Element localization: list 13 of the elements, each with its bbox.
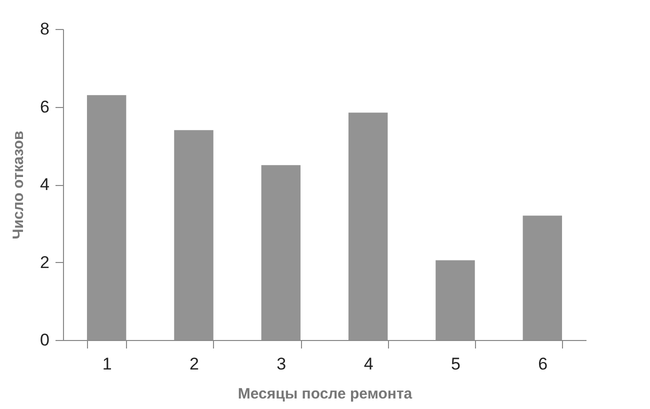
x-tick-label: 6 <box>538 354 548 374</box>
x-tick-label: 4 <box>364 354 374 374</box>
x-tick-label: 1 <box>102 354 112 374</box>
y-tick-label: 2 <box>40 252 50 272</box>
y-tick-label: 4 <box>40 175 50 194</box>
y-tick-label: 0 <box>40 330 50 350</box>
x-tick-label: 3 <box>276 354 286 374</box>
y-tick-label: 8 <box>40 20 50 38</box>
x-axis-title: Месяцы после ремонта <box>238 386 413 402</box>
y-axis-title: Число отказов <box>10 130 28 240</box>
x-tick-label: 5 <box>451 354 460 374</box>
y-tick-label: 6 <box>40 97 50 116</box>
x-tick-label: 2 <box>190 354 199 374</box>
